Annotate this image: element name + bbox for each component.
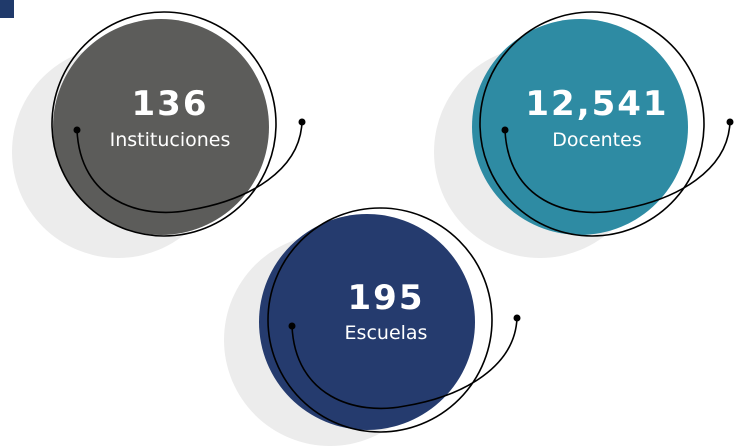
outline-circle — [267, 207, 493, 433]
stat-number: 195 — [348, 278, 425, 318]
stat-label: Instituciones — [110, 129, 231, 151]
dot — [726, 118, 734, 126]
stat-card: 12,541 Docentes — [434, 11, 734, 258]
stat-circle — [259, 214, 475, 430]
stat-number: 12,541 — [525, 84, 668, 124]
outline-circle — [51, 11, 277, 237]
stat-circle — [53, 19, 269, 235]
corner-mark — [0, 0, 14, 18]
stat-card: 136 Instituciones — [12, 11, 306, 258]
dot — [73, 126, 81, 134]
stat-number: 136 — [132, 84, 209, 124]
dot — [501, 126, 509, 134]
arc — [504, 121, 731, 214]
dot — [513, 314, 521, 322]
arc — [76, 121, 303, 214]
dot — [298, 118, 306, 126]
stat-card: 195 Escuelas — [224, 207, 521, 446]
outline-circle — [479, 11, 705, 237]
arc — [291, 317, 518, 410]
dot — [288, 322, 296, 330]
stat-label: Docentes — [552, 129, 641, 151]
stat-label: Escuelas — [345, 322, 428, 344]
stat-circle — [472, 19, 688, 235]
